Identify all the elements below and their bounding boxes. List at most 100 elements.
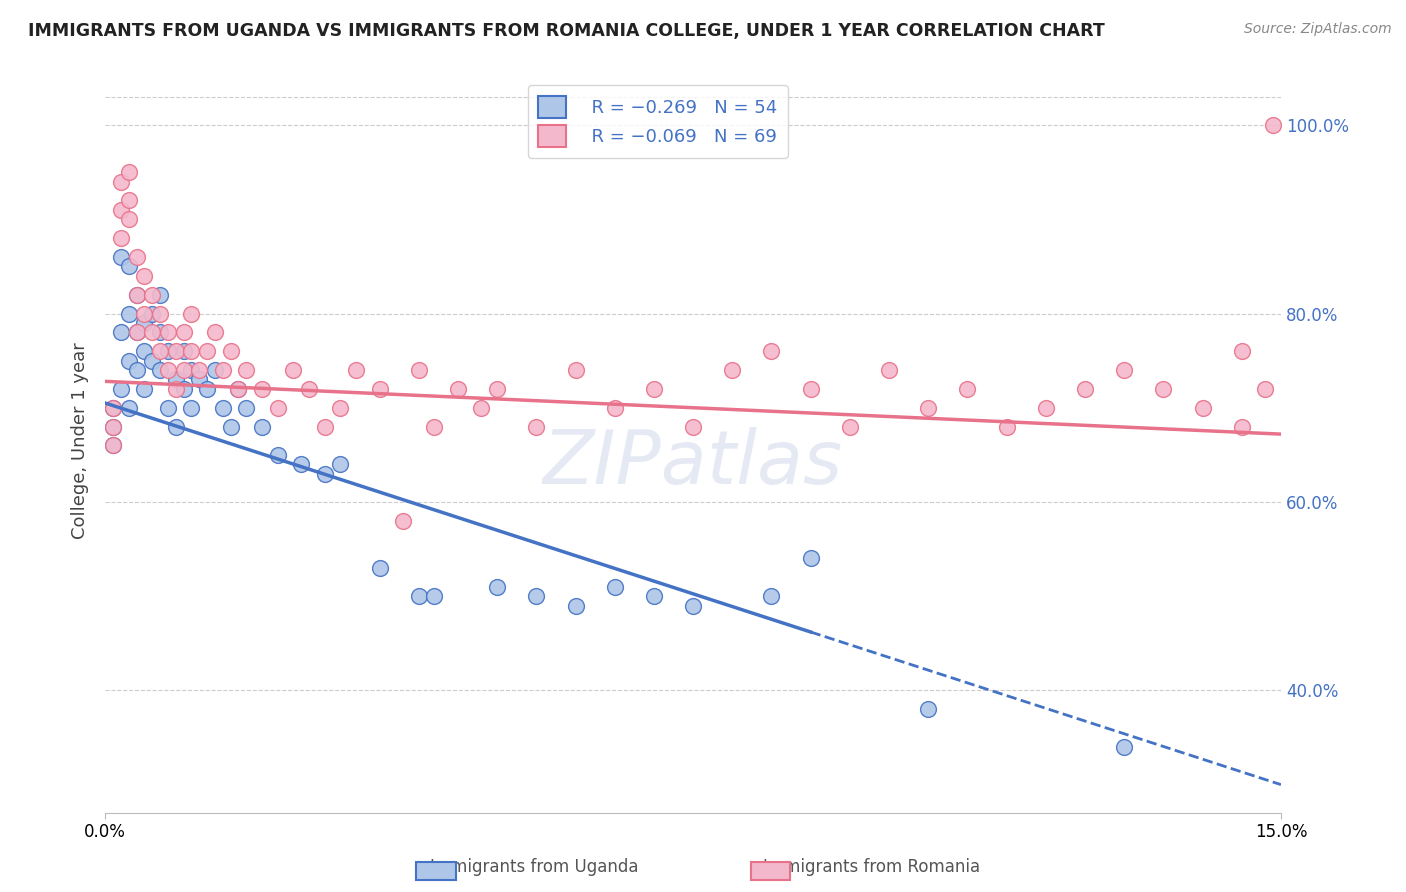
Point — [603, 580, 626, 594]
Point — [314, 419, 336, 434]
Point — [266, 448, 288, 462]
Point — [125, 363, 148, 377]
Point — [250, 419, 273, 434]
Point — [195, 344, 218, 359]
Point — [134, 306, 156, 320]
Point — [188, 363, 211, 377]
Point — [643, 589, 665, 603]
Point — [423, 419, 446, 434]
Text: Immigrants from Romania: Immigrants from Romania — [763, 858, 980, 876]
Y-axis label: College, Under 1 year: College, Under 1 year — [72, 343, 89, 539]
Point — [101, 438, 124, 452]
Point — [1152, 382, 1174, 396]
Point — [486, 580, 509, 594]
Point — [408, 589, 430, 603]
Point — [173, 344, 195, 359]
Text: ZIPatlas: ZIPatlas — [543, 427, 844, 499]
Point — [423, 589, 446, 603]
Point — [1261, 118, 1284, 132]
Point — [180, 401, 202, 415]
Point — [800, 382, 823, 396]
Point — [917, 702, 939, 716]
Point — [134, 268, 156, 283]
Point — [682, 419, 704, 434]
Point — [266, 401, 288, 415]
Point — [995, 419, 1018, 434]
Point — [877, 363, 900, 377]
Point — [101, 401, 124, 415]
Point — [125, 287, 148, 301]
Point — [101, 419, 124, 434]
Point — [800, 551, 823, 566]
Point — [235, 401, 257, 415]
Point — [101, 438, 124, 452]
Point — [682, 599, 704, 613]
Point — [368, 561, 391, 575]
Text: Source: ZipAtlas.com: Source: ZipAtlas.com — [1244, 22, 1392, 37]
Point — [180, 344, 202, 359]
Point — [180, 363, 202, 377]
Point — [165, 419, 187, 434]
Point — [118, 306, 141, 320]
Point — [134, 316, 156, 330]
Point — [180, 306, 202, 320]
Point — [110, 175, 132, 189]
Point — [524, 589, 547, 603]
Point — [149, 326, 172, 340]
Point — [228, 382, 250, 396]
Point — [149, 306, 172, 320]
Point — [118, 260, 141, 274]
Point — [1191, 401, 1213, 415]
Point — [141, 326, 163, 340]
Point — [1035, 401, 1057, 415]
Point — [110, 326, 132, 340]
Point — [118, 401, 141, 415]
Point — [173, 363, 195, 377]
Point — [188, 372, 211, 386]
Point — [721, 363, 744, 377]
Text: Immigrants from Uganda: Immigrants from Uganda — [430, 858, 638, 876]
Point — [486, 382, 509, 396]
Legend:   R = −0.269   N = 54,   R = −0.069   N = 69: R = −0.269 N = 54, R = −0.069 N = 69 — [527, 85, 787, 158]
Point — [1074, 382, 1097, 396]
Point — [118, 194, 141, 208]
Point — [564, 363, 586, 377]
Point — [204, 326, 226, 340]
Point — [447, 382, 470, 396]
Point — [165, 344, 187, 359]
Point — [329, 401, 352, 415]
Point — [149, 363, 172, 377]
Point — [761, 589, 783, 603]
Point — [195, 382, 218, 396]
Point — [141, 306, 163, 320]
Point — [1230, 419, 1253, 434]
Point — [298, 382, 321, 396]
Point — [564, 599, 586, 613]
Point — [643, 382, 665, 396]
Point — [149, 344, 172, 359]
Point — [408, 363, 430, 377]
Point — [1114, 363, 1136, 377]
Point — [470, 401, 492, 415]
Point — [118, 212, 141, 227]
Point — [1230, 344, 1253, 359]
Point — [235, 363, 257, 377]
Point — [1114, 739, 1136, 754]
Point — [219, 419, 242, 434]
Point — [101, 401, 124, 415]
Point — [219, 344, 242, 359]
Point — [211, 401, 233, 415]
Point — [165, 382, 187, 396]
Point — [290, 457, 312, 471]
Point — [110, 231, 132, 245]
Point — [118, 353, 141, 368]
Point — [156, 344, 179, 359]
Point — [125, 287, 148, 301]
Point — [329, 457, 352, 471]
Point — [314, 467, 336, 481]
Point — [156, 326, 179, 340]
Point — [211, 363, 233, 377]
Point — [838, 419, 860, 434]
Point — [110, 250, 132, 264]
Point — [141, 353, 163, 368]
